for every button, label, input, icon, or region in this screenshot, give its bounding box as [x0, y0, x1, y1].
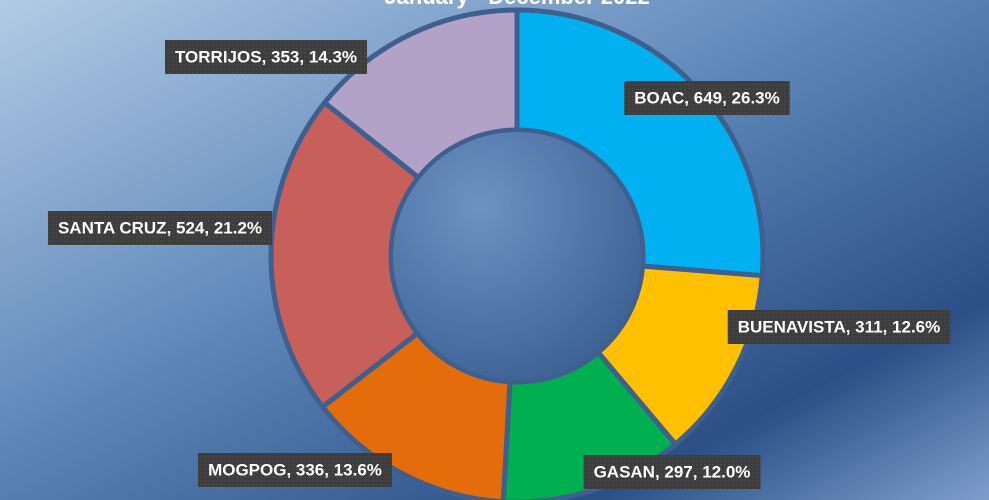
- label-box: [198, 453, 392, 487]
- donut-slice: [321, 7, 520, 181]
- chart-title: January - December 2022: [384, 0, 649, 9]
- data-label: BUENAVISTA, 311, 12.6%: [738, 317, 941, 336]
- data-label: TORRIJOS, 353, 14.3%: [175, 47, 357, 66]
- data-label: SANTA CRUZ, 524, 21.2%: [58, 218, 262, 237]
- data-label: GASAN, 297, 12.0%: [594, 462, 751, 481]
- donut-slice: [514, 7, 766, 279]
- label-box: [47, 211, 273, 245]
- label-box: [583, 455, 761, 489]
- data-label: BOAC, 649, 26.3%: [634, 88, 780, 107]
- label-box: [727, 310, 951, 344]
- donut-slice: [268, 99, 422, 411]
- label-box: [624, 81, 790, 115]
- donut-slice: [319, 329, 513, 500]
- donut-hole: [393, 132, 641, 380]
- label-box: [164, 40, 368, 74]
- data-label: MOGPOG, 336, 13.6%: [208, 460, 382, 479]
